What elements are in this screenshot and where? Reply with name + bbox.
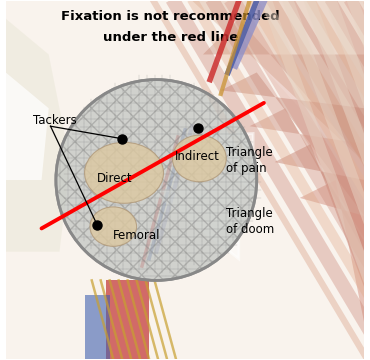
FancyBboxPatch shape bbox=[106, 280, 149, 359]
Text: Triangle
of doom: Triangle of doom bbox=[226, 207, 275, 236]
Ellipse shape bbox=[90, 207, 137, 246]
Text: Triangle
of pain: Triangle of pain bbox=[226, 146, 273, 175]
Polygon shape bbox=[6, 72, 49, 180]
Text: Direct: Direct bbox=[97, 172, 133, 185]
Ellipse shape bbox=[172, 135, 226, 182]
Circle shape bbox=[56, 80, 257, 280]
Polygon shape bbox=[221, 72, 364, 216]
Ellipse shape bbox=[85, 142, 164, 203]
FancyBboxPatch shape bbox=[6, 1, 364, 359]
Text: Femoral: Femoral bbox=[113, 229, 161, 242]
Text: Fixation is not recommended: Fixation is not recommended bbox=[61, 10, 280, 23]
Text: Indirect: Indirect bbox=[175, 150, 220, 163]
Circle shape bbox=[56, 80, 257, 280]
Text: under the red line: under the red line bbox=[103, 31, 238, 44]
Polygon shape bbox=[203, 19, 364, 162]
FancyBboxPatch shape bbox=[6, 1, 364, 359]
Polygon shape bbox=[300, 180, 364, 323]
Polygon shape bbox=[167, 1, 364, 180]
Polygon shape bbox=[156, 1, 364, 162]
Polygon shape bbox=[249, 108, 364, 252]
Text: Tackers: Tackers bbox=[33, 114, 76, 127]
Polygon shape bbox=[189, 134, 253, 191]
Polygon shape bbox=[6, 19, 70, 252]
FancyBboxPatch shape bbox=[85, 295, 110, 359]
Polygon shape bbox=[275, 144, 364, 288]
Polygon shape bbox=[153, 191, 239, 259]
